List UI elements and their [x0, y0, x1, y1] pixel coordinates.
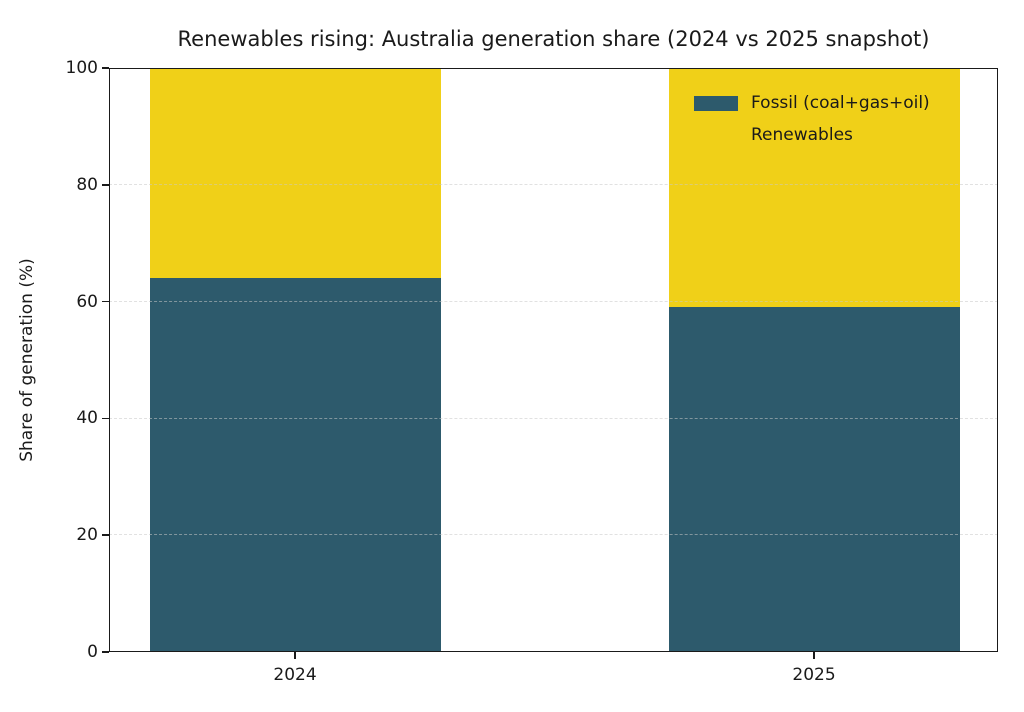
x-tick-mark-2024 — [294, 652, 296, 659]
gridline-20 — [109, 534, 998, 536]
x-tick-label-2025: 2025 — [792, 665, 836, 685]
legend-swatch-renewables — [694, 127, 738, 143]
legend-row-renewables: Renewables — [694, 119, 930, 151]
gridline-80 — [109, 184, 998, 186]
y-tick-label-100: 100 — [65, 58, 98, 78]
legend-swatch-fossil-coal-gas-oil — [694, 95, 738, 111]
y-tick-label-20: 20 — [76, 525, 98, 546]
y-tick-mark-60 — [102, 300, 109, 303]
legend-row-fossil-coal-gas-oil: Fossil (coal+gas+oil) — [694, 87, 930, 119]
chart-title: Renewables rising: Australia generation … — [177, 27, 930, 51]
legend-label-fossil-coal-gas-oil: Fossil (coal+gas+oil) — [751, 93, 930, 113]
y-tick-label-80: 80 — [76, 174, 98, 195]
y-tick-label-40: 40 — [76, 408, 98, 429]
gridline-40 — [109, 417, 998, 419]
y-tick-mark-20 — [102, 534, 109, 536]
y-tick-label-0: 0 — [87, 642, 98, 662]
legend-label-renewables: Renewables — [751, 125, 853, 145]
y-tick-mark-0 — [102, 651, 109, 653]
bar-segment-2024-fossil-coal-gas-oil — [149, 278, 441, 652]
y-axis-label: Share of generation (%) — [17, 258, 37, 462]
y-tick-mark-40 — [102, 417, 109, 420]
legend: Fossil (coal+gas+oil) Renewables — [694, 87, 930, 151]
y-tick-mark-80 — [102, 184, 109, 186]
y-tick-label-60: 60 — [76, 291, 98, 312]
gridline-60 — [109, 300, 998, 302]
x-tick-mark-2025 — [813, 652, 815, 659]
y-tick-mark-100 — [102, 67, 109, 69]
bar-segment-2024-renewables — [149, 68, 441, 279]
x-tick-label-2024: 2024 — [273, 665, 317, 685]
bar-segment-2025-fossil-coal-gas-oil — [668, 307, 960, 652]
plot-area: Fossil (coal+gas+oil) Renewables — [109, 68, 998, 652]
